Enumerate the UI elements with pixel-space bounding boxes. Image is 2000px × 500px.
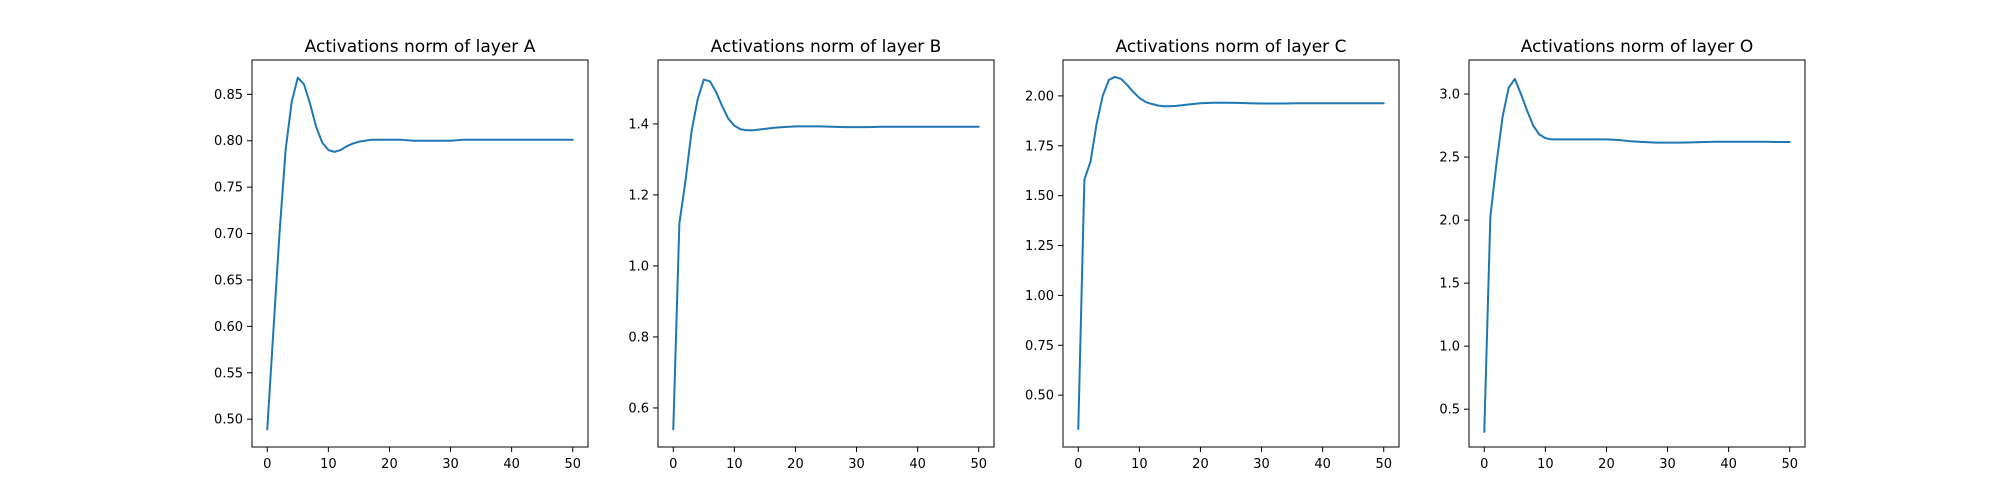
y-tick-label: 2.0 [1439,214,1460,229]
y-tick-label: 0.85 [214,88,243,103]
y-tick-label: 0.60 [214,320,243,335]
x-tick-label: 40 [503,457,520,472]
y-tick-label: 1.75 [1025,139,1054,154]
x-tick-label: 30 [1253,457,1270,472]
series-line [266,76,574,431]
y-tick-label: 0.6 [628,401,649,416]
y-tick-label: 0.8 [628,330,649,345]
y-tick-label: 0.65 [214,273,243,288]
chart-title: Activations norm of layer B [711,37,942,57]
y-tick-label: 0.75 [214,181,243,196]
x-tick-label: 30 [848,457,865,472]
x-tick-label: 50 [970,457,987,472]
y-tick-label: 1.5 [1439,277,1460,292]
x-tick-label: 20 [381,457,398,472]
x-tick-label: 10 [320,457,337,472]
axes-frame [251,59,589,448]
x-tick-label: 0 [669,457,677,472]
x-tick-label: 50 [1375,457,1392,472]
y-tick-label: 1.0 [1439,340,1460,355]
x-tick-label: 50 [1781,457,1798,472]
series-line [1077,75,1385,431]
x-tick-label: 20 [787,457,804,472]
y-tick-label: 0.50 [1025,389,1054,404]
axes-frame [1468,59,1806,448]
x-tick-label: 20 [1598,457,1615,472]
y-tick-label: 1.00 [1025,289,1054,304]
x-tick-label: 30 [1659,457,1676,472]
chart-title: Activations norm of layer O [1521,37,1753,57]
axes-frame [1062,59,1400,448]
series-line [1483,77,1791,433]
y-tick-label: 3.0 [1439,88,1460,103]
y-tick-label: 0.55 [214,366,243,381]
y-tick-label: 1.50 [1025,189,1054,204]
x-tick-label: 10 [1131,457,1148,472]
x-tick-label: 0 [263,457,271,472]
x-tick-label: 10 [1537,457,1554,472]
y-tick-label: 0.80 [214,134,243,149]
y-tick-label: 1.4 [628,117,649,132]
chart-title: Activations norm of layer A [305,37,536,57]
y-tick-label: 0.70 [214,227,243,242]
y-tick-label: 2.00 [1025,89,1054,104]
chart-panel-layer-o: Activations norm of layer O 0 10 20 30 40 50 0… [1439,37,1806,472]
x-tick-label: 40 [1720,457,1737,472]
x-tick-label: 10 [726,457,743,472]
y-tick-label: 1.0 [628,259,649,274]
x-tick-label: 30 [442,457,459,472]
x-tick-label: 50 [564,457,581,472]
chart-panel-layer-a: Activations norm of layer A 0 10 20 30 40 50 0… [214,37,589,472]
y-tick-label: 0.50 [214,413,243,428]
x-tick-label: 40 [909,457,926,472]
y-tick-label: 1.25 [1025,239,1054,254]
chart-panel-layer-c: Activations norm of layer C 0 10 20 30 40 50 0… [1025,37,1400,472]
y-tick-label: 0.5 [1439,403,1460,418]
axes-frame [657,59,995,448]
y-tick-label: 2.5 [1439,151,1460,166]
x-tick-label: 0 [1480,457,1488,472]
chart-title: Activations norm of layer C [1116,37,1347,57]
y-tick-label: 0.75 [1025,339,1054,354]
series-line [672,78,980,431]
x-tick-label: 40 [1314,457,1331,472]
chart-panel-layer-b: Activations norm of layer B 0 10 20 30 40 50 0… [628,37,995,472]
x-tick-label: 0 [1074,457,1082,472]
y-tick-label: 1.2 [628,188,649,203]
x-tick-label: 20 [1192,457,1209,472]
